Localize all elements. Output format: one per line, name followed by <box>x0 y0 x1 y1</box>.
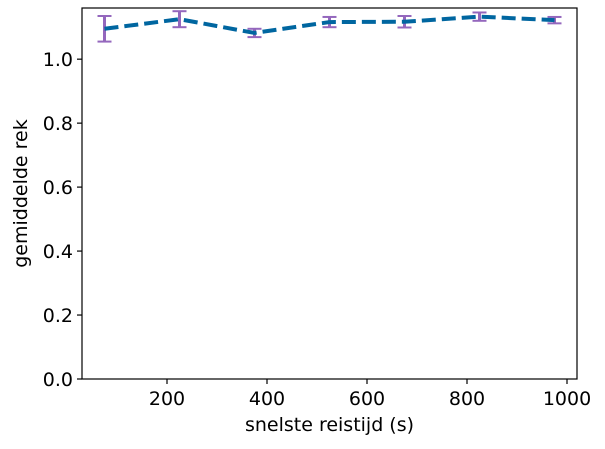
y-tick-label: 0.6 <box>43 177 73 199</box>
y-tick-label: 0.0 <box>43 369 73 391</box>
plot-area <box>97 10 562 43</box>
y-tick-label: 0.4 <box>43 241 73 263</box>
y-tick-label: 1.0 <box>43 49 73 71</box>
x-axis-label: snelste reistijd (s) <box>245 414 414 436</box>
y-tick-label: 0.2 <box>43 305 73 327</box>
axes: 200 400 600 800 1000 0.0 0.2 0.4 0.6 0.8 1.0 <box>43 7 591 410</box>
y-tick-label: 0.8 <box>43 113 73 135</box>
plot-frame <box>81 7 578 380</box>
series-line-0 <box>104 14 555 35</box>
x-tick-label: 400 <box>249 388 285 410</box>
x-tick-label: 800 <box>449 388 485 410</box>
x-tick-label: 1000 <box>543 388 591 410</box>
x-tick-label: 200 <box>149 388 185 410</box>
y-axis-label: gemiddelde rek <box>10 119 32 268</box>
x-tick-label: 600 <box>349 388 385 410</box>
